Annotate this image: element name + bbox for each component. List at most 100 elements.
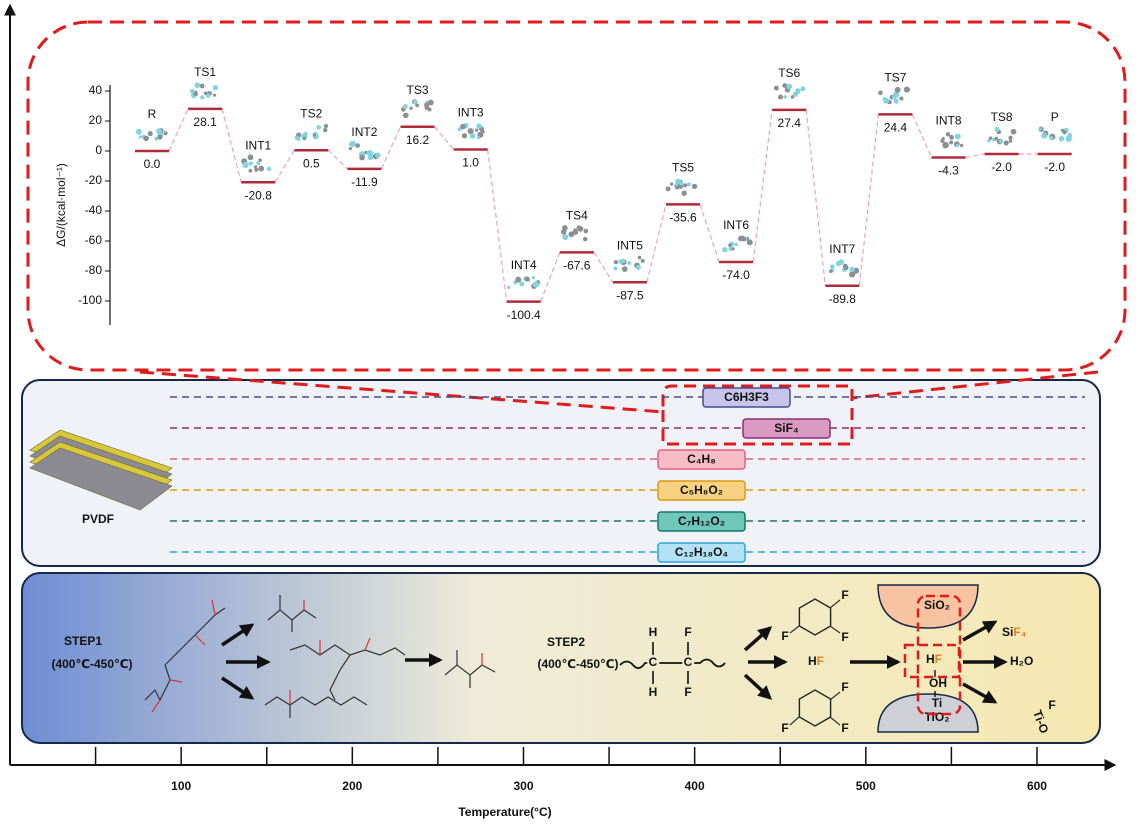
atom	[409, 106, 413, 110]
atom	[415, 103, 420, 108]
value-label: -20.8	[245, 188, 273, 202]
atom	[524, 276, 530, 282]
value-label: -35.6	[669, 211, 697, 225]
atom	[507, 285, 511, 290]
atom	[515, 276, 522, 283]
state-label: TS2	[300, 106, 322, 120]
atom	[838, 259, 845, 265]
state-label: INT2	[351, 125, 377, 139]
molecule	[289, 644, 406, 701]
atom	[783, 95, 787, 99]
atom	[954, 133, 961, 140]
x-tick-label: 500	[856, 779, 876, 793]
connector	[911, 114, 933, 158]
y-tick-label: -40	[85, 203, 103, 217]
sio2-label: SiO₂	[924, 598, 950, 612]
atom	[258, 165, 265, 172]
atom	[531, 276, 535, 280]
surface-hf-label-part: F	[935, 652, 942, 666]
state-label: R	[148, 107, 157, 121]
atom	[1067, 133, 1073, 138]
atom	[786, 83, 793, 90]
connector	[646, 204, 667, 283]
product-name: C6H3F3	[724, 390, 769, 404]
atom	[637, 255, 642, 260]
atom	[899, 96, 904, 101]
atom	[987, 138, 991, 143]
atom	[959, 143, 964, 148]
sif4-label: SiF₄	[1002, 625, 1027, 639]
state-label: INT7	[829, 242, 855, 256]
tio2-label: TiO₂	[924, 710, 949, 724]
y-tick-label: -20	[85, 173, 103, 187]
step2-temp: (400℃-450℃)	[537, 657, 618, 671]
x-tick-label: 600	[1027, 779, 1047, 793]
atom	[258, 158, 262, 162]
value-label: 0.0	[144, 157, 161, 171]
connector	[540, 252, 561, 302]
atom	[849, 266, 855, 273]
atom	[476, 123, 482, 129]
state-label: INT3	[458, 106, 484, 120]
molecule-structure	[241, 154, 272, 173]
molecule-structure	[348, 140, 381, 161]
x-tick-label: 200	[342, 779, 362, 793]
atom	[1010, 128, 1017, 135]
reaction-arrow	[221, 623, 255, 647]
atom	[621, 266, 628, 272]
product-name: SiF₄	[774, 421, 799, 435]
value-label: -11.9	[351, 175, 378, 189]
atom	[199, 83, 205, 89]
atom	[949, 134, 955, 140]
molecule-structure	[294, 123, 329, 142]
atom	[200, 95, 205, 100]
atom	[247, 154, 254, 161]
surface-hf-label-part: H	[926, 652, 935, 666]
atom	[424, 102, 429, 108]
atom	[679, 181, 684, 186]
hf-label-part: H	[808, 654, 817, 668]
atom-label: F	[684, 685, 691, 699]
polymer-chain	[619, 658, 726, 669]
atom	[891, 94, 897, 100]
state-label: TS3	[406, 83, 428, 97]
atom	[212, 84, 219, 91]
atom	[674, 185, 680, 190]
ti-label: Ti	[932, 696, 942, 710]
ti-o-f-label: F	[1048, 698, 1055, 712]
fluorine-label: F	[841, 680, 848, 694]
value-label: 24.4	[884, 121, 908, 135]
value-label: -100.4	[507, 308, 541, 322]
atom	[254, 167, 259, 172]
atom	[773, 85, 779, 91]
atom	[205, 93, 211, 98]
atom	[323, 123, 329, 129]
state-label: TS1	[194, 65, 216, 79]
molecule-structure	[878, 86, 910, 105]
atom	[480, 129, 485, 134]
atom	[1060, 128, 1065, 133]
atom	[731, 247, 735, 251]
molecule-structure	[457, 122, 485, 140]
sif4-label-part: F₄	[1013, 625, 1026, 639]
atom	[882, 97, 887, 102]
product-name: C₇H₁₂O₂	[678, 514, 725, 528]
y-tick-label: -80	[85, 263, 103, 277]
atom	[355, 143, 360, 148]
atom	[582, 236, 588, 242]
state-label: INT5	[617, 238, 643, 252]
state-label: INT4	[511, 258, 537, 272]
atom	[746, 239, 753, 246]
connector	[327, 149, 348, 170]
connector	[274, 149, 295, 183]
pvdf-sheet	[29, 429, 173, 511]
atom	[460, 123, 466, 130]
connector	[380, 126, 402, 170]
atom	[681, 190, 687, 196]
atom	[474, 128, 479, 132]
atom	[955, 143, 960, 148]
atom	[842, 263, 848, 269]
step1-temp: (400℃-450℃)	[51, 657, 132, 671]
atom	[302, 136, 307, 141]
